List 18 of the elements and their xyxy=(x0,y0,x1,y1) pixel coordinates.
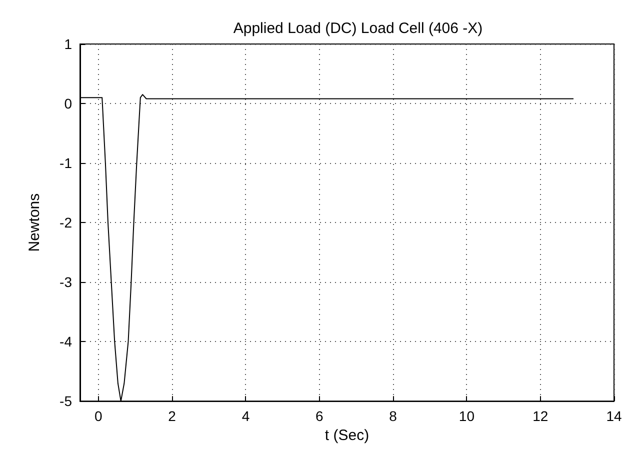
y-tick-label: 0 xyxy=(64,96,72,112)
x-tick-label: 0 xyxy=(94,408,103,424)
x-tick-label: 6 xyxy=(315,408,324,424)
y-axis-title: Newtons xyxy=(26,193,43,252)
y-tick-label: 1 xyxy=(64,36,72,52)
y-tick-label: -5 xyxy=(60,393,72,410)
x-axis-title: t (Sec) xyxy=(324,427,370,444)
y-tick-label: -1 xyxy=(60,155,72,172)
y-tick-label: -2 xyxy=(60,214,72,231)
chart-title: Applied Load (DC) Load Cell (406 -X) xyxy=(233,20,483,37)
x-tick-label: 4 xyxy=(242,408,250,424)
y-tick-label: -3 xyxy=(60,274,72,290)
x-tick-label: 10 xyxy=(458,408,475,424)
x-tick-label: 14 xyxy=(606,408,622,424)
x-tick-label: 12 xyxy=(532,408,548,424)
x-tick-label: 2 xyxy=(168,408,176,424)
y-tick-label: -4 xyxy=(60,334,72,350)
x-tick-label: 8 xyxy=(389,408,398,424)
